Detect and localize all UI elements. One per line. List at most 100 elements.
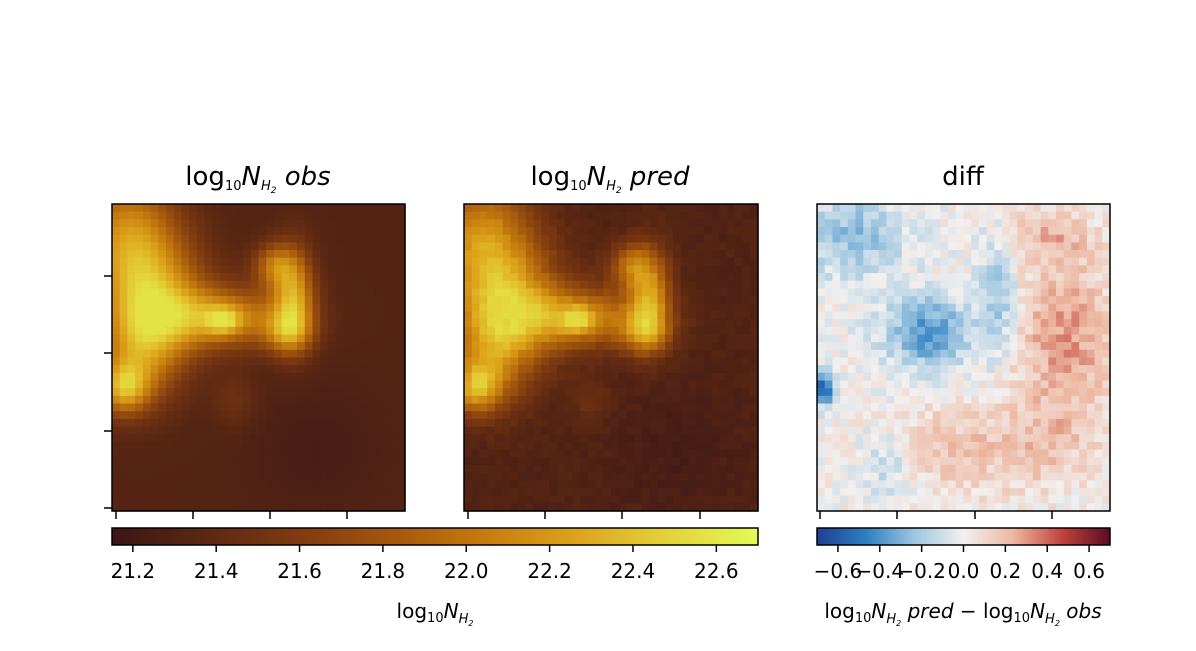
heatmap-cell (281, 211, 290, 220)
heatmap-cell (266, 296, 275, 305)
heatmap-cell (847, 311, 857, 320)
heatmap-cell (273, 211, 283, 220)
heatmap-cell (196, 464, 206, 474)
heatmap-cell (1025, 303, 1034, 313)
heatmap-cell (289, 403, 298, 412)
heatmap-cell (750, 418, 759, 428)
heatmap-cell (112, 495, 121, 504)
heatmap-cell (572, 403, 581, 412)
heatmap-cell (297, 265, 306, 274)
heatmap-cell (665, 303, 674, 313)
heatmap-cell (471, 495, 481, 504)
heatmap-cell (181, 480, 190, 489)
heatmap-cell (1017, 503, 1026, 512)
heatmap-cell (817, 388, 826, 397)
heatmap-cell (649, 303, 659, 313)
heatmap-cell (580, 234, 589, 243)
heatmap-cell (525, 487, 535, 497)
heatmap-cell (227, 280, 236, 290)
heatmap-cell (556, 388, 566, 397)
heatmap-cell (924, 495, 934, 504)
heatmap-cell (603, 296, 612, 305)
heatmap-cell (173, 411, 182, 420)
heatmap-cell (948, 395, 957, 405)
heatmap-cell (971, 441, 980, 451)
heatmap-cell (464, 480, 473, 489)
heatmap-cell (672, 395, 682, 405)
heatmap-cell (940, 319, 949, 328)
heatmap-cell (320, 342, 329, 351)
heatmap-cell (479, 273, 488, 282)
heatmap-cell (832, 349, 841, 359)
heatmap-cell (227, 273, 236, 282)
heatmap-cell (1009, 380, 1019, 389)
heatmap-cell (618, 487, 628, 497)
heatmap-cell (932, 303, 941, 313)
heatmap-cell (374, 242, 383, 251)
heatmap-cell (1056, 372, 1065, 382)
heatmap-cell (955, 257, 965, 267)
heatmap-cell (1102, 503, 1111, 512)
heatmap-cell (832, 426, 841, 435)
heatmap-cell (518, 411, 527, 420)
heatmap-cell (235, 372, 244, 382)
heatmap-cell (320, 319, 329, 328)
heatmap-cell (487, 296, 496, 305)
heatmap-cell (150, 296, 159, 305)
heatmap-cell (235, 418, 244, 428)
heatmap-cell (1002, 449, 1011, 458)
heatmap-cell (556, 434, 566, 443)
heatmap-cell (1048, 418, 1057, 428)
heatmap-cell (320, 388, 329, 397)
heatmap-cell (1056, 265, 1065, 274)
heatmap-cell (266, 234, 275, 243)
heatmap-cell (181, 403, 190, 412)
heatmap-cell (742, 434, 751, 443)
heatmap-cell (335, 319, 344, 328)
heatmap-cell (894, 464, 903, 474)
heatmap-cell (297, 487, 306, 497)
heatmap-cell (127, 503, 136, 512)
heatmap-cell (847, 464, 857, 474)
heatmap-cell (281, 357, 290, 366)
heatmap-cell (464, 296, 473, 305)
heatmap-cell (487, 418, 496, 428)
heatmap-cell (719, 211, 728, 220)
heatmap-cell (487, 211, 496, 220)
heatmap-cell (327, 319, 337, 328)
heatmap-cell (847, 472, 857, 481)
heatmap-cell (665, 273, 674, 282)
heatmap-cell (289, 319, 298, 328)
heatmap-cell (494, 426, 504, 435)
heatmap-cell (564, 242, 573, 251)
heatmap-cell (112, 234, 121, 243)
heatmap-cell (541, 319, 550, 328)
heatmap-cell (1048, 250, 1057, 259)
heatmap-cell (727, 372, 736, 382)
heatmap-cell (855, 357, 864, 366)
heatmap-cell (940, 219, 949, 228)
heatmap-cell (1071, 204, 1080, 213)
heatmap-cell (119, 273, 129, 282)
heatmap-cell (135, 334, 144, 343)
heatmap-cell (471, 227, 481, 236)
heatmap-cell (135, 449, 144, 458)
heatmap-cell (219, 204, 229, 213)
heatmap-cell (142, 503, 152, 512)
heatmap-cell (304, 380, 314, 389)
heatmap-cell (932, 480, 941, 489)
heatmap-cell (711, 441, 720, 451)
heatmap-cell (1002, 265, 1011, 274)
heatmap-cell (665, 472, 674, 481)
heatmap-cell (641, 464, 651, 474)
heatmap-cell (618, 227, 628, 236)
heatmap-cell (1086, 472, 1096, 481)
heatmap-cell (487, 250, 496, 259)
heatmap-cell (727, 388, 736, 397)
heatmap-cell (289, 357, 298, 366)
heatmap-cell (924, 380, 934, 389)
heatmap-cell (258, 365, 267, 374)
heatmap-cell (1102, 234, 1111, 243)
heatmap-cell (471, 365, 481, 374)
heatmap-cell (1025, 234, 1034, 243)
